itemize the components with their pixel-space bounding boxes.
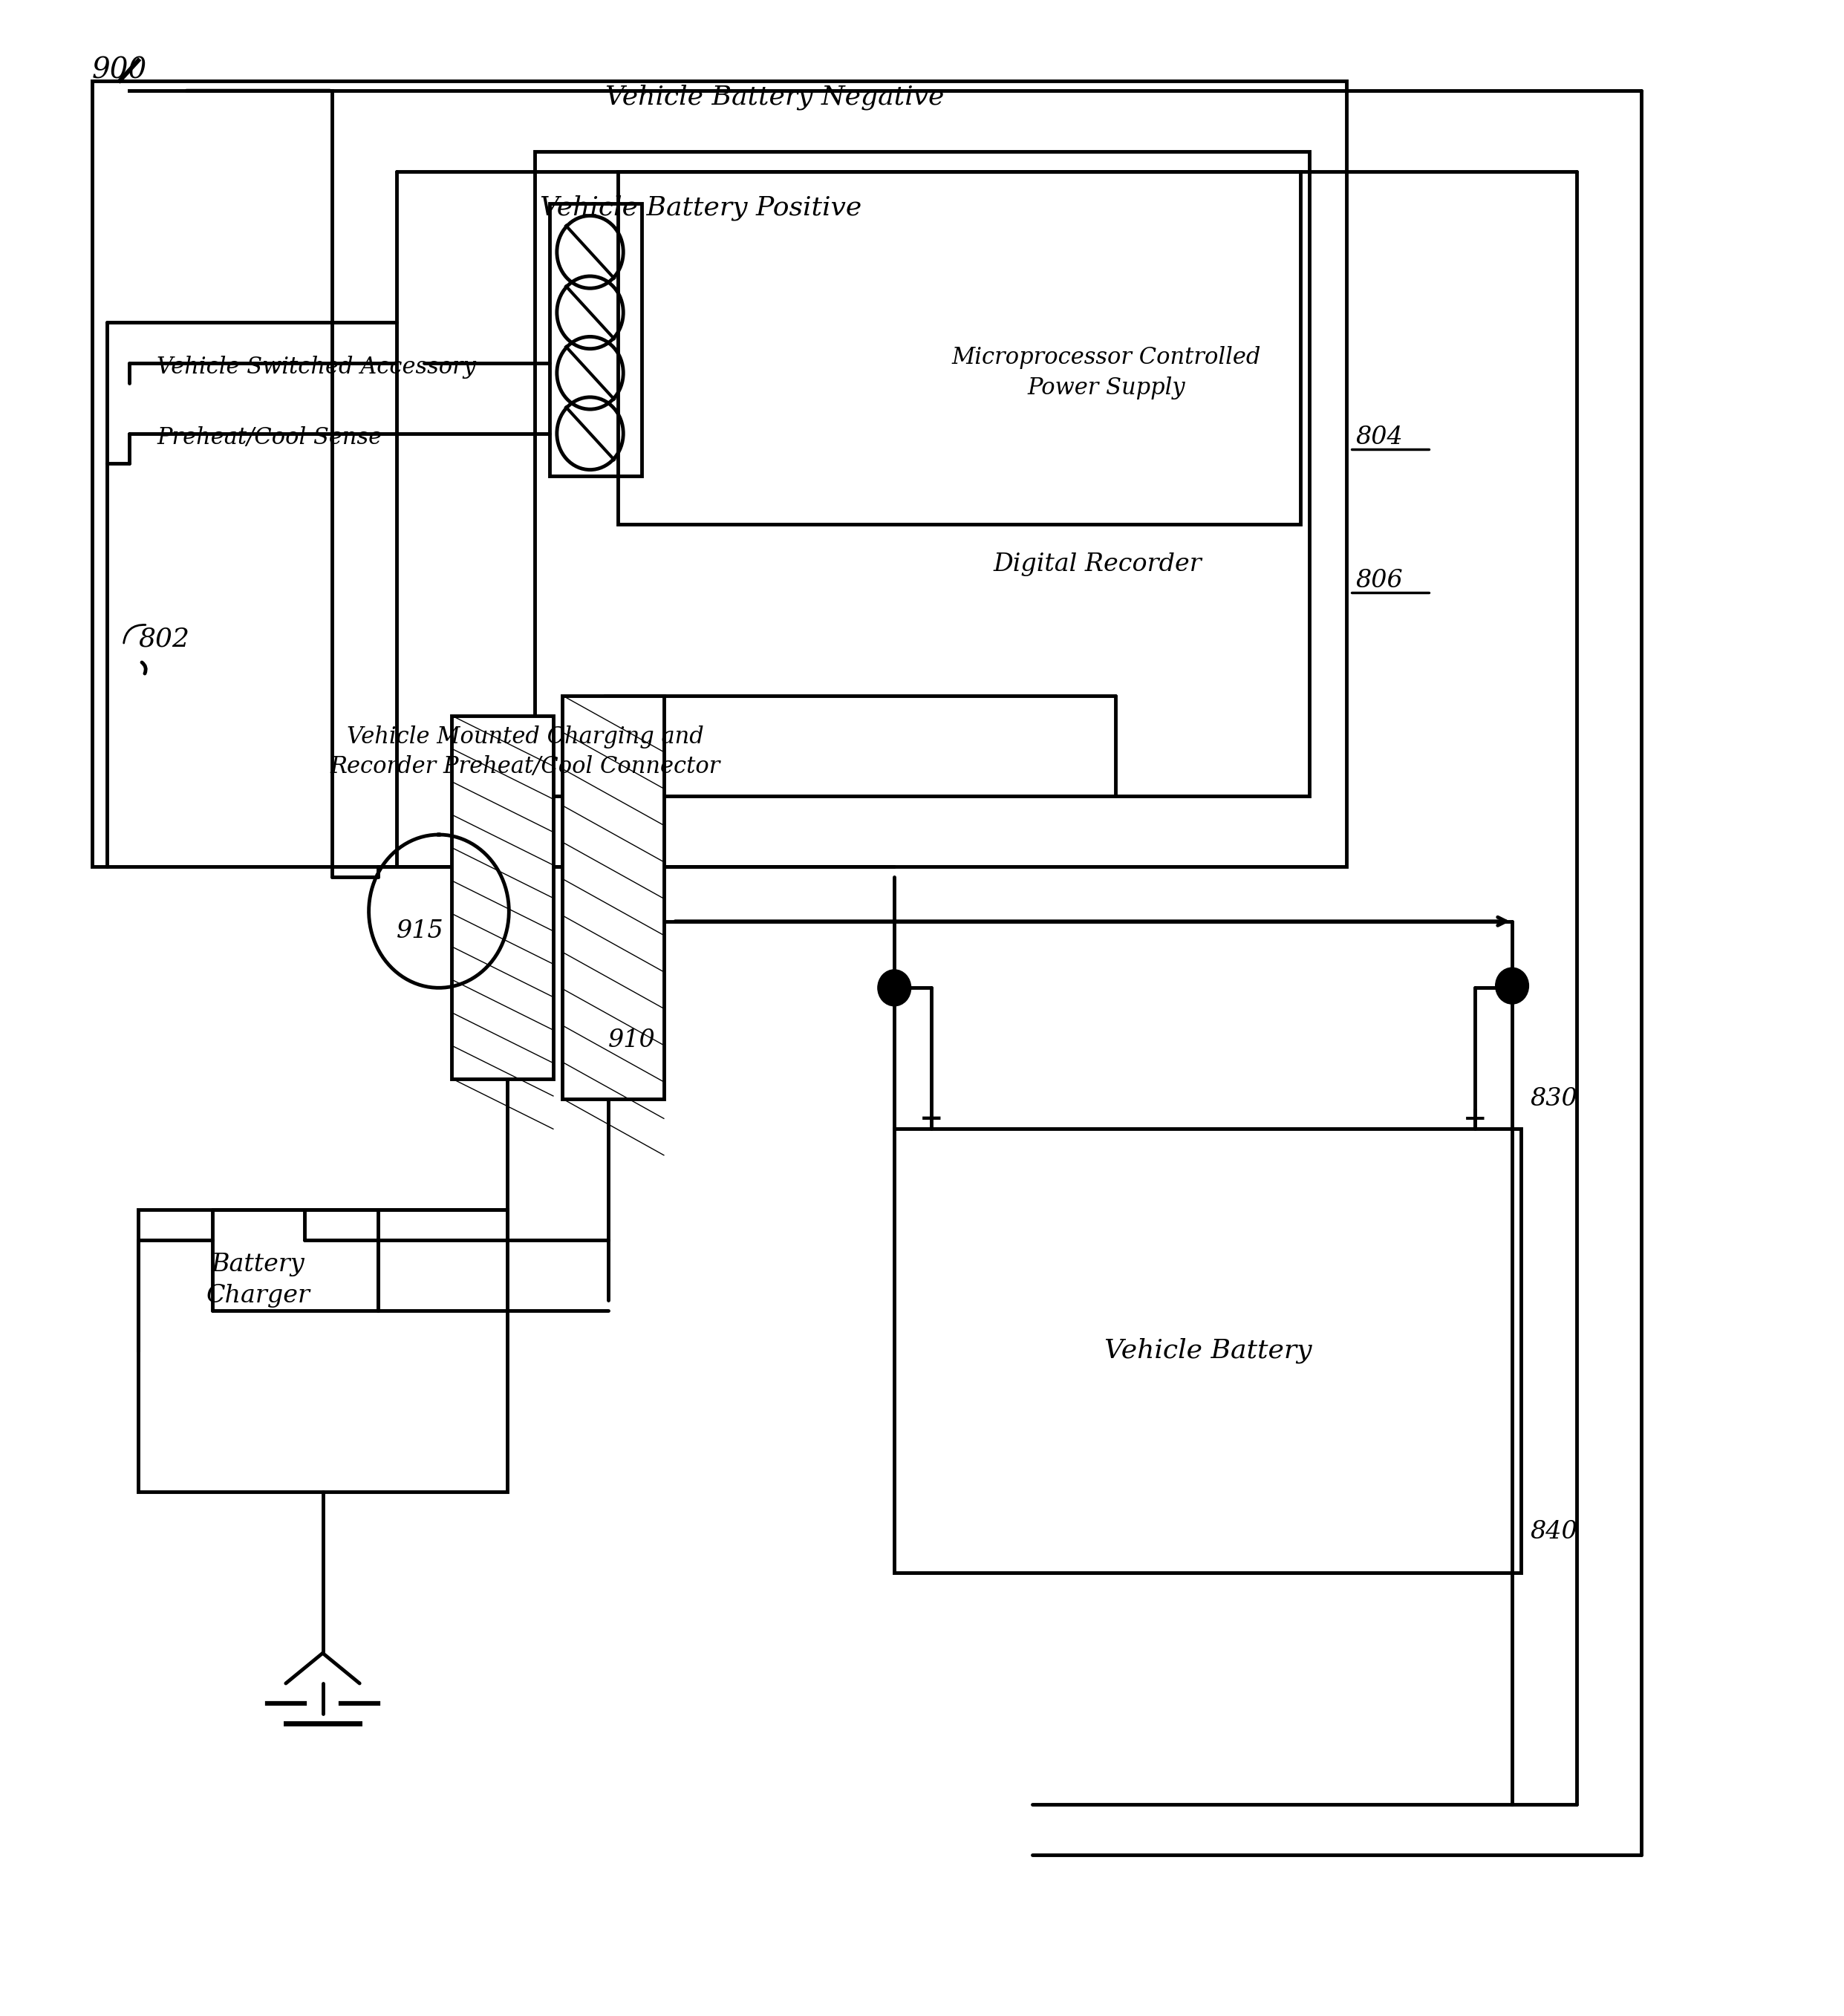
Text: 915: 915 [396, 919, 444, 943]
Bar [562, 696, 664, 1099]
Bar [550, 204, 642, 476]
Circle shape [1495, 968, 1529, 1004]
Text: Vehicle Battery: Vehicle Battery [1105, 1339, 1311, 1363]
Text: Vehicle Mounted Charging and
Recorder Preheat/Cool Connector: Vehicle Mounted Charging and Recorder Pr… [330, 726, 721, 778]
Text: Battery
Charger: Battery Charger [207, 1252, 310, 1308]
Bar [92, 81, 1346, 867]
Text: Vehicle Battery Negative: Vehicle Battery Negative [605, 85, 944, 109]
Text: 840: 840 [1531, 1520, 1578, 1544]
Text: Vehicle Battery Positive: Vehicle Battery Positive [540, 196, 861, 220]
Text: 804: 804 [1355, 425, 1403, 450]
Bar [894, 1129, 1521, 1572]
Text: Digital Recorder: Digital Recorder [992, 552, 1202, 577]
Text: −: − [918, 1105, 944, 1133]
Text: 806: 806 [1355, 569, 1403, 593]
Bar [535, 151, 1309, 796]
Text: +: + [1462, 1105, 1488, 1133]
Text: 900: 900 [92, 56, 148, 85]
Bar [452, 716, 553, 1079]
Text: Vehicle Switched Accessory: Vehicle Switched Accessory [157, 355, 476, 379]
Circle shape [878, 970, 911, 1006]
Text: 910: 910 [609, 1028, 656, 1052]
Text: 802: 802 [138, 627, 190, 651]
Text: Microprocessor Controlled
Power Supply: Microprocessor Controlled Power Supply [952, 347, 1261, 399]
Bar [138, 1210, 507, 1492]
Text: Preheat/Cool Sense: Preheat/Cool Sense [157, 425, 382, 450]
Text: 830: 830 [1531, 1087, 1578, 1111]
Bar [618, 171, 1300, 524]
